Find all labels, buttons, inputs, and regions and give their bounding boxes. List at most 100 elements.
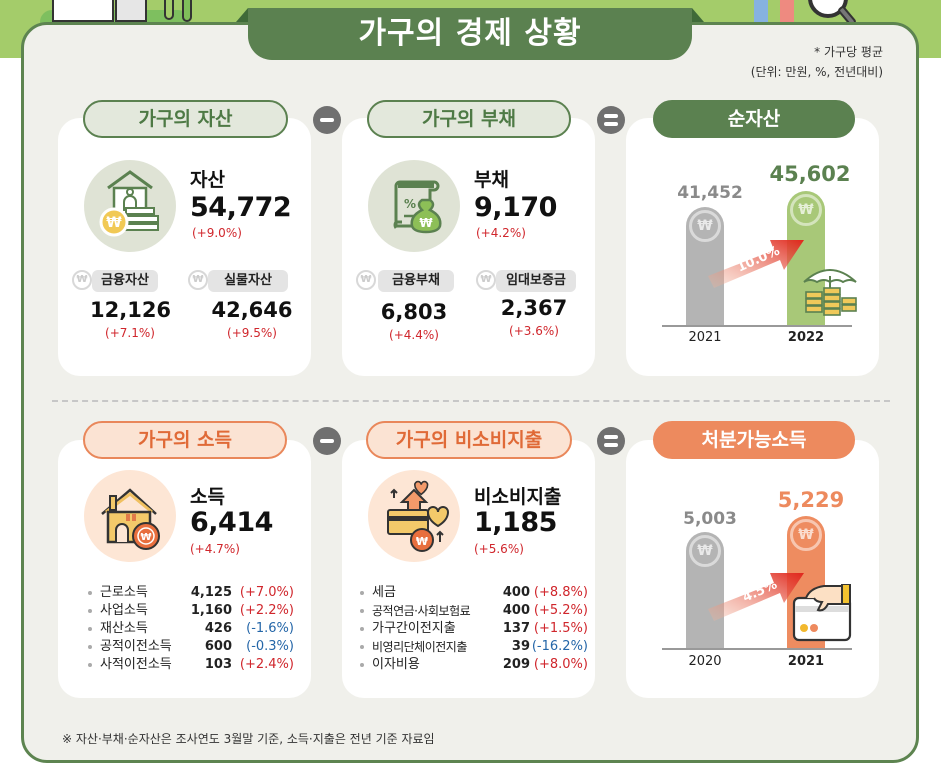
svg-text:₩: ₩ (419, 216, 433, 230)
financial-debt-chip: 금융부채 (378, 270, 454, 292)
unit-note: * 가구당 평균 (단위: 만원, %, 전년대비) (751, 42, 883, 82)
won-icon: ₩ (476, 270, 496, 290)
bullet-icon (360, 645, 364, 649)
tree-icon (164, 0, 174, 20)
financial-assets-chip: 금융자산 (92, 270, 158, 292)
assets-change: (+9.0%) (192, 226, 242, 240)
assets-card (58, 118, 311, 376)
real-assets-value: 42,646 (211, 298, 293, 322)
won-icon: ₩ (689, 210, 721, 242)
list-item: 가구간이전지출 137 (+1.5%) (360, 620, 590, 638)
won-icon: ₩ (356, 270, 376, 290)
bullet-icon (360, 627, 364, 631)
disposable-year-2021: 2021 (787, 654, 825, 669)
net-assets-year-2022: 2022 (787, 330, 825, 345)
disposable-2020-value: 5,003 (683, 509, 737, 529)
disposable-income-pill: 처분가능소득 (653, 421, 855, 459)
house-won-icon: ₩ (84, 470, 176, 562)
equals-operator-icon (597, 427, 625, 455)
list-item: 이자비용 209 (+8.0%) (360, 656, 590, 674)
footnote: ※ 자산·부채·순자산은 조사연도 3월말 기준, 소득·지출은 전년 기준 자… (62, 732, 435, 746)
assets-label: 자산 (190, 169, 225, 191)
rental-deposit-chip: 임대보증금 (496, 270, 576, 292)
non-consumption-change: (+5.6%) (474, 542, 524, 556)
debt-pill: 가구의 부채 (367, 100, 571, 138)
minus-operator-icon (313, 427, 341, 455)
bar-decoration (780, 0, 794, 22)
section-divider (52, 400, 890, 402)
financial-debt-change: (+4.4%) (389, 328, 439, 342)
debt-value: 9,170 (474, 192, 557, 223)
document-moneybag-icon: % ₩ (368, 160, 460, 252)
non-consumption-value: 1,185 (474, 507, 557, 538)
unit-note-line1: * 가구당 평균 (814, 45, 883, 59)
bullet-icon (88, 645, 92, 649)
net-assets-year-2021: 2021 (688, 330, 722, 345)
list-item: 공적연금·사회보험료 400 (+5.2%) (360, 602, 590, 620)
real-assets-change: (+9.5%) (227, 326, 277, 340)
svg-text:%: % (404, 197, 416, 211)
hand-card-icon (792, 584, 852, 642)
bullet-icon (88, 609, 92, 613)
minus-operator-icon (313, 106, 341, 134)
financial-assets-value: 12,126 (90, 298, 172, 322)
financial-debt-value: 6,803 (380, 300, 448, 324)
growth-arrow-icon (708, 240, 804, 288)
svg-text:₩: ₩ (140, 532, 151, 543)
title-tab-fold (236, 8, 248, 22)
bar-decoration (754, 0, 768, 22)
list-item: 세금 400 (+8.8%) (360, 584, 590, 602)
net-assets-2022-value: 45,602 (769, 162, 851, 186)
non-consumption-label: 비소비지출 (474, 486, 562, 508)
svg-text:₩: ₩ (106, 215, 122, 231)
bullet-icon (360, 609, 364, 613)
income-breakdown-list: 근로소득 4,125 (+7.0%) 사업소득 1,160 (+2.2%) 재산소득 42… (88, 584, 294, 674)
won-icon: ₩ (790, 519, 822, 551)
net-assets-2021-value: 41,452 (677, 183, 743, 203)
disposable-income-card (626, 440, 879, 698)
real-assets-chip: 실물자산 (208, 270, 288, 292)
equals-operator-icon (597, 106, 625, 134)
unit-note-line2: (단위: 만원, %, 전년대비) (750, 65, 883, 79)
non-consumption-breakdown-list: 세금 400 (+8.8%) 공적연금·사회보험료 400 (+5.2%) 가구간이전지… (360, 584, 590, 674)
won-icon: ₩ (188, 270, 208, 290)
assets-pill: 가구의 자산 (83, 100, 288, 138)
income-value: 6,414 (190, 507, 273, 538)
net-assets-card (626, 118, 879, 376)
non-consumption-pill: 가구의 비소비지출 (366, 421, 572, 459)
building-decoration (52, 0, 114, 22)
debt-card (342, 118, 595, 376)
financial-assets-change: (+7.1%) (105, 326, 155, 340)
rental-deposit-change: (+3.6%) (509, 324, 559, 338)
list-item: 사업소득 1,160 (+2.2%) (88, 602, 294, 620)
disposable-year-2020: 2020 (688, 654, 722, 669)
building-decoration (115, 0, 147, 22)
growth-arrow-icon (708, 573, 804, 621)
title-tab-fold (692, 8, 704, 22)
list-item: 근로소득 4,125 (+7.0%) (88, 584, 294, 602)
income-pill: 가구의 소득 (83, 421, 287, 459)
card-hearts-icon: ₩ (368, 470, 460, 562)
income-label: 소득 (190, 486, 225, 508)
net-assets-pill: 순자산 (653, 100, 855, 138)
debt-change: (+4.2%) (476, 226, 526, 240)
income-change: (+4.7%) (190, 542, 240, 556)
chart-baseline (662, 648, 852, 650)
chart-baseline (662, 325, 852, 327)
umbrella-coins-icon (803, 269, 857, 316)
rental-deposit-value: 2,367 (500, 296, 568, 320)
list-item: 사적이전소득 103 (+2.4%) (88, 656, 294, 674)
svg-text:₩: ₩ (416, 535, 428, 548)
debt-label: 부채 (474, 169, 509, 191)
tree-icon (182, 0, 192, 22)
bullet-icon (88, 627, 92, 631)
list-item: 공적이전소득 600 (-0.3%) (88, 638, 294, 656)
bullet-icon (88, 591, 92, 595)
won-icon: ₩ (72, 270, 92, 290)
list-item: 재산소득 426 (-1.6%) (88, 620, 294, 638)
page-title: 가구의 경제 상황 (248, 8, 692, 60)
assets-value: 54,772 (190, 192, 292, 223)
house-coins-icon: ₩ (84, 160, 176, 252)
bullet-icon (360, 591, 364, 595)
list-item: 비영리단체이전지출 39 (-16.2%) (360, 638, 590, 656)
